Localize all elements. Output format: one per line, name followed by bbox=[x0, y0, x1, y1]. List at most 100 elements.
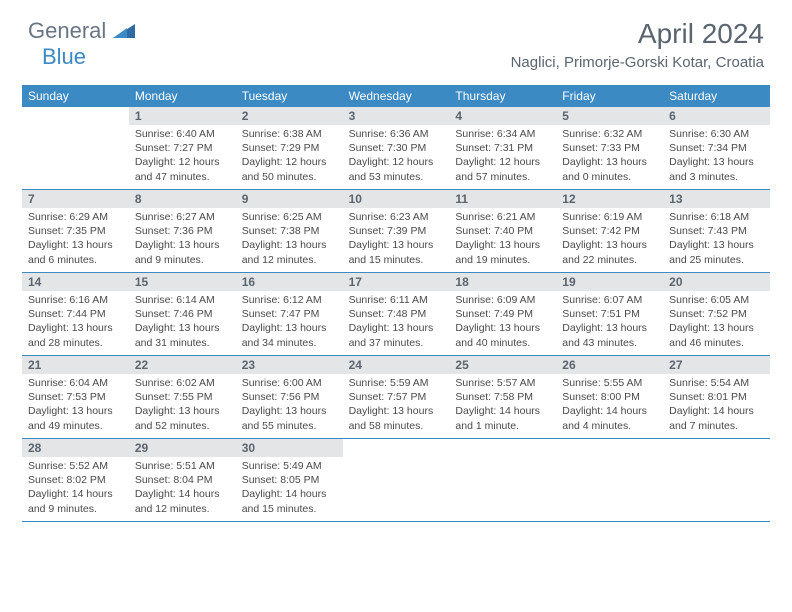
day-line: and 15 minutes. bbox=[349, 253, 444, 267]
day-line: Sunrise: 5:57 AM bbox=[455, 376, 550, 390]
day-line: Sunset: 7:38 PM bbox=[242, 224, 337, 238]
day-line: Sunrise: 6:40 AM bbox=[135, 127, 230, 141]
day-cell bbox=[556, 439, 663, 521]
day-line: Sunrise: 6:12 AM bbox=[242, 293, 337, 307]
day-line: and 31 minutes. bbox=[135, 336, 230, 350]
day-line: Daylight: 13 hours bbox=[349, 238, 444, 252]
day-line: Sunset: 8:04 PM bbox=[135, 473, 230, 487]
week-row: 1Sunrise: 6:40 AMSunset: 7:27 PMDaylight… bbox=[22, 107, 770, 190]
day-header-saturday: Saturday bbox=[663, 85, 770, 107]
day-content: Sunrise: 6:40 AMSunset: 7:27 PMDaylight:… bbox=[129, 125, 236, 188]
day-cell: 17Sunrise: 6:11 AMSunset: 7:48 PMDayligh… bbox=[343, 273, 450, 355]
day-line: and 43 minutes. bbox=[562, 336, 657, 350]
logo-text-wrap: General Blue bbox=[28, 18, 135, 70]
day-line: Sunrise: 6:38 AM bbox=[242, 127, 337, 141]
day-cell: 15Sunrise: 6:14 AMSunset: 7:46 PMDayligh… bbox=[129, 273, 236, 355]
day-line: Daylight: 12 hours bbox=[455, 155, 550, 169]
day-line: Daylight: 13 hours bbox=[242, 404, 337, 418]
day-content: Sunrise: 6:12 AMSunset: 7:47 PMDaylight:… bbox=[236, 291, 343, 354]
day-line: Sunset: 7:36 PM bbox=[135, 224, 230, 238]
day-cell bbox=[22, 107, 129, 189]
day-line: and 12 minutes. bbox=[135, 502, 230, 516]
day-number: 7 bbox=[22, 190, 129, 208]
day-line: Daylight: 13 hours bbox=[349, 404, 444, 418]
day-line: Daylight: 14 hours bbox=[28, 487, 123, 501]
day-line: Sunrise: 6:04 AM bbox=[28, 376, 123, 390]
day-content: Sunrise: 6:36 AMSunset: 7:30 PMDaylight:… bbox=[343, 125, 450, 188]
day-cell bbox=[449, 439, 556, 521]
day-line: Daylight: 13 hours bbox=[242, 238, 337, 252]
page-header: General Blue April 2024 Naglici, Primorj… bbox=[0, 0, 792, 77]
day-line: and 50 minutes. bbox=[242, 170, 337, 184]
day-content: Sunrise: 5:57 AMSunset: 7:58 PMDaylight:… bbox=[449, 374, 556, 437]
day-content: Sunrise: 5:49 AMSunset: 8:05 PMDaylight:… bbox=[236, 457, 343, 520]
day-number: 10 bbox=[343, 190, 450, 208]
day-number: 21 bbox=[22, 356, 129, 374]
day-line: and 55 minutes. bbox=[242, 419, 337, 433]
day-line: Daylight: 14 hours bbox=[562, 404, 657, 418]
day-line: Sunrise: 6:32 AM bbox=[562, 127, 657, 141]
day-line: Daylight: 14 hours bbox=[669, 404, 764, 418]
day-number bbox=[663, 439, 770, 457]
week-row: 7Sunrise: 6:29 AMSunset: 7:35 PMDaylight… bbox=[22, 190, 770, 273]
day-cell bbox=[343, 439, 450, 521]
day-number: 1 bbox=[129, 107, 236, 125]
day-line: Sunrise: 6:36 AM bbox=[349, 127, 444, 141]
day-number: 3 bbox=[343, 107, 450, 125]
day-line: Sunset: 7:30 PM bbox=[349, 141, 444, 155]
day-number: 22 bbox=[129, 356, 236, 374]
day-content: Sunrise: 6:04 AMSunset: 7:53 PMDaylight:… bbox=[22, 374, 129, 437]
day-cell: 12Sunrise: 6:19 AMSunset: 7:42 PMDayligh… bbox=[556, 190, 663, 272]
day-content: Sunrise: 6:38 AMSunset: 7:29 PMDaylight:… bbox=[236, 125, 343, 188]
day-number bbox=[556, 439, 663, 457]
day-line: and 46 minutes. bbox=[669, 336, 764, 350]
day-content: Sunrise: 6:25 AMSunset: 7:38 PMDaylight:… bbox=[236, 208, 343, 271]
day-line: Sunset: 7:55 PM bbox=[135, 390, 230, 404]
day-line: Sunrise: 6:18 AM bbox=[669, 210, 764, 224]
day-content: Sunrise: 6:11 AMSunset: 7:48 PMDaylight:… bbox=[343, 291, 450, 354]
day-line: Sunset: 8:05 PM bbox=[242, 473, 337, 487]
day-line: Daylight: 14 hours bbox=[455, 404, 550, 418]
day-cell: 7Sunrise: 6:29 AMSunset: 7:35 PMDaylight… bbox=[22, 190, 129, 272]
day-content: Sunrise: 6:29 AMSunset: 7:35 PMDaylight:… bbox=[22, 208, 129, 271]
day-number: 17 bbox=[343, 273, 450, 291]
logo-text-general: General bbox=[28, 18, 106, 43]
day-line: Sunrise: 6:23 AM bbox=[349, 210, 444, 224]
day-cell: 18Sunrise: 6:09 AMSunset: 7:49 PMDayligh… bbox=[449, 273, 556, 355]
day-line: Sunrise: 6:30 AM bbox=[669, 127, 764, 141]
day-line: Sunset: 7:33 PM bbox=[562, 141, 657, 155]
day-cell: 8Sunrise: 6:27 AMSunset: 7:36 PMDaylight… bbox=[129, 190, 236, 272]
day-cell: 20Sunrise: 6:05 AMSunset: 7:52 PMDayligh… bbox=[663, 273, 770, 355]
day-line: Sunset: 7:35 PM bbox=[28, 224, 123, 238]
day-headers-row: SundayMondayTuesdayWednesdayThursdayFrid… bbox=[22, 85, 770, 107]
day-content: Sunrise: 6:00 AMSunset: 7:56 PMDaylight:… bbox=[236, 374, 343, 437]
day-header-friday: Friday bbox=[556, 85, 663, 107]
day-line: Sunrise: 6:11 AM bbox=[349, 293, 444, 307]
day-content: Sunrise: 6:32 AMSunset: 7:33 PMDaylight:… bbox=[556, 125, 663, 188]
day-cell: 9Sunrise: 6:25 AMSunset: 7:38 PMDaylight… bbox=[236, 190, 343, 272]
day-content: Sunrise: 6:05 AMSunset: 7:52 PMDaylight:… bbox=[663, 291, 770, 354]
day-cell: 11Sunrise: 6:21 AMSunset: 7:40 PMDayligh… bbox=[449, 190, 556, 272]
day-line: and 40 minutes. bbox=[455, 336, 550, 350]
day-line: and 52 minutes. bbox=[135, 419, 230, 433]
day-number: 5 bbox=[556, 107, 663, 125]
day-line: Sunset: 7:56 PM bbox=[242, 390, 337, 404]
day-line: Daylight: 13 hours bbox=[349, 321, 444, 335]
day-line: Sunrise: 5:52 AM bbox=[28, 459, 123, 473]
day-number: 20 bbox=[663, 273, 770, 291]
day-content bbox=[449, 457, 556, 463]
day-number: 15 bbox=[129, 273, 236, 291]
day-line: and 12 minutes. bbox=[242, 253, 337, 267]
day-number: 9 bbox=[236, 190, 343, 208]
day-content: Sunrise: 5:59 AMSunset: 7:57 PMDaylight:… bbox=[343, 374, 450, 437]
day-line: Sunset: 7:34 PM bbox=[669, 141, 764, 155]
day-number: 25 bbox=[449, 356, 556, 374]
day-number bbox=[449, 439, 556, 457]
day-number: 2 bbox=[236, 107, 343, 125]
day-cell: 23Sunrise: 6:00 AMSunset: 7:56 PMDayligh… bbox=[236, 356, 343, 438]
day-line: Sunrise: 6:07 AM bbox=[562, 293, 657, 307]
day-content bbox=[556, 457, 663, 463]
day-line: and 9 minutes. bbox=[135, 253, 230, 267]
day-content: Sunrise: 6:19 AMSunset: 7:42 PMDaylight:… bbox=[556, 208, 663, 271]
day-header-sunday: Sunday bbox=[22, 85, 129, 107]
